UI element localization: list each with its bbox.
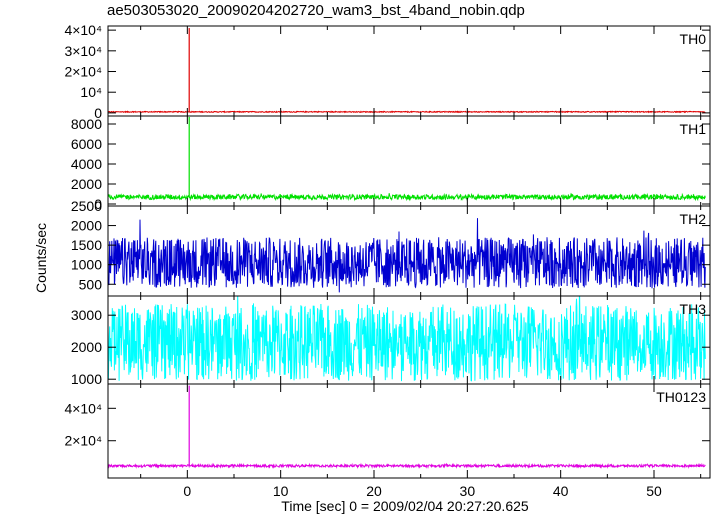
y-tick-label: 4×10⁴ — [64, 400, 102, 416]
y-axis-label: Counts/sec — [33, 223, 49, 293]
x-tick-label: 40 — [553, 483, 569, 499]
x-tick-label: 30 — [460, 483, 476, 499]
y-tick-label: 0 — [94, 196, 102, 212]
y-tick-label: 1500 — [71, 237, 102, 253]
panel-label-th0: TH0 — [680, 31, 707, 47]
chart-title: ae503053020_20090204202720_wam3_bst_4ban… — [107, 2, 525, 19]
panel-th0123: 2×10⁴ 4×10⁴ TH0123 — [64, 383, 711, 479]
y-tick-label: 2×10⁴ — [64, 433, 102, 449]
panel-th0: 0 10⁴ 2×10⁴ 3×10⁴ 4×10⁴ TH0 — [64, 22, 711, 121]
series-line-th0123 — [108, 462, 706, 469]
panel-th2: 500 1000 1500 2000 2500 TH2 — [71, 198, 711, 297]
x-axis-label: Time [sec] 0 = 2009/02/04 20:27:20.625 — [281, 498, 529, 514]
panel-th3: 1000 2000 3000 TH3 — [71, 295, 711, 387]
y-tick-label: 10⁴ — [80, 84, 102, 100]
y-tick-label: 500 — [79, 276, 103, 292]
x-tick-label: 0 — [183, 483, 191, 499]
panel-label-th2: TH2 — [680, 211, 707, 227]
y-tick-label: 2000 — [71, 339, 102, 355]
y-tick-label: 4000 — [71, 156, 102, 172]
panel-frame-th1 — [107, 115, 711, 207]
panel-label-th1: TH1 — [680, 121, 707, 137]
panel-label-th3: TH3 — [680, 301, 707, 317]
x-tick-label: 50 — [646, 483, 662, 499]
y-tick-label: 2000 — [71, 176, 102, 192]
y-tick-label: 1000 — [71, 257, 102, 273]
panels-group: 0 10⁴ 2×10⁴ 3×10⁴ 4×10⁴ TH0 0 2000 4000 6000 8000 T… — [64, 22, 711, 499]
series-line-th2 — [108, 218, 706, 293]
series-line-th3 — [108, 296, 706, 382]
y-tick-label: 4×10⁴ — [64, 22, 102, 38]
y-tick-label: 2000 — [71, 218, 102, 234]
panel-label-th0123: TH0123 — [656, 389, 706, 405]
y-tick-label: 6000 — [71, 136, 102, 152]
panel-frame-th0123 — [107, 383, 711, 479]
y-tick-label: 3000 — [71, 307, 102, 323]
y-tick-label: 8000 — [71, 116, 102, 132]
x-tick-label: 10 — [273, 483, 289, 499]
x-tick-label: 20 — [366, 483, 382, 499]
y-tick-label: 2500 — [71, 198, 102, 214]
y-tick-label: 1000 — [71, 371, 102, 387]
y-tick-label: 0 — [94, 105, 102, 121]
panel-th1: 0 2000 4000 6000 8000 TH1 — [71, 115, 711, 212]
panel-frame-th0 — [107, 25, 711, 117]
y-tick-label: 2×10⁴ — [64, 64, 102, 80]
series-line-th0 — [108, 110, 706, 114]
y-tick-label: 3×10⁴ — [64, 43, 102, 59]
series-line-th1 — [108, 192, 706, 202]
